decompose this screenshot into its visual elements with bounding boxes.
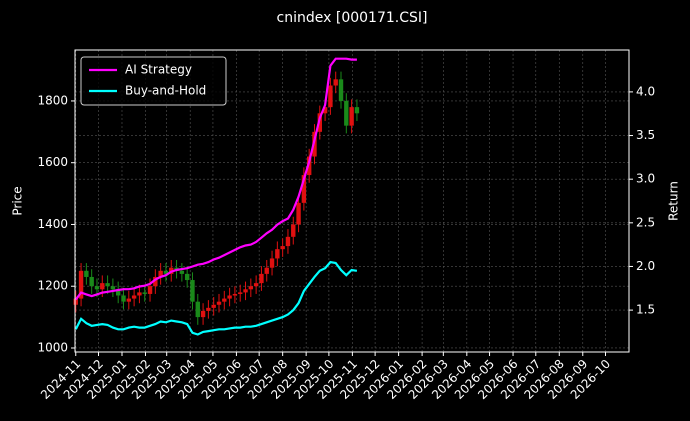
- candle-body: [115, 289, 121, 296]
- return-line: [74, 57, 357, 301]
- candle-body: [306, 156, 312, 176]
- y2-tick-label: 2.0: [636, 259, 655, 273]
- candle-body: [301, 175, 307, 203]
- y2-tick-label: 1.5: [636, 303, 655, 317]
- candle-body: [280, 246, 285, 250]
- candle-body: [105, 283, 110, 287]
- candle-body: [296, 202, 301, 225]
- candle-body: [211, 304, 216, 308]
- plot-frame: [74, 49, 630, 353]
- candle-body: [84, 270, 89, 277]
- candle-body: [100, 283, 105, 290]
- candle-body: [73, 298, 78, 305]
- candle-body: [163, 270, 169, 274]
- candle-body: [238, 292, 243, 294]
- candle-body: [248, 286, 254, 290]
- candle-body: [349, 107, 354, 126]
- candle-body: [275, 249, 280, 259]
- candle-body: [142, 292, 147, 294]
- candle-body: [243, 289, 248, 293]
- legend-label: Buy-and-Hold: [125, 84, 206, 98]
- candle-body: [195, 301, 200, 318]
- y-tick-label: 1400: [37, 217, 68, 231]
- chart-title: cnindex [000171.CSI]: [277, 10, 428, 26]
- candle-body: [285, 236, 291, 247]
- candle-body: [354, 107, 360, 114]
- candle-body: [184, 273, 190, 281]
- y-tick-label: 1600: [37, 155, 68, 169]
- candle-body: [291, 224, 296, 237]
- candle-body: [264, 267, 269, 274]
- candle-body: [222, 298, 227, 302]
- candle-body: [253, 283, 259, 287]
- candle-body: [190, 280, 195, 302]
- candle-body: [333, 79, 338, 86]
- candle-body: [158, 270, 163, 277]
- y-tick-label: 1800: [37, 93, 68, 107]
- candle-body: [126, 298, 132, 302]
- candle-body: [259, 273, 264, 284]
- y2-tick-label: 2.5: [636, 215, 655, 229]
- candle-body: [110, 286, 116, 290]
- candle-body: [131, 295, 137, 299]
- y-axis-label: Price: [11, 186, 25, 215]
- candle-body: [338, 79, 344, 101]
- candle-body: [200, 310, 206, 318]
- candle-body: [328, 85, 333, 108]
- candle-body: [153, 276, 158, 287]
- candle-body: [179, 270, 185, 274]
- candle-body: [89, 276, 94, 287]
- candle-body: [121, 295, 126, 302]
- candle-body: [147, 286, 153, 294]
- return-line: [74, 260, 358, 336]
- candle-body: [216, 301, 222, 305]
- candle-body: [227, 295, 232, 299]
- candle-body: [137, 292, 142, 296]
- y-tick-label: 1000: [37, 340, 68, 354]
- candle-body: [94, 286, 100, 290]
- candle-body: [322, 107, 328, 114]
- y2-tick-label: 4.0: [636, 84, 655, 98]
- y-tick-label: 1200: [37, 279, 68, 293]
- y2-tick-label: 3.5: [636, 128, 655, 142]
- legend-label: AI Strategy: [125, 63, 192, 77]
- candle-body: [232, 293, 238, 296]
- candle-body: [344, 100, 349, 126]
- candle-body: [206, 307, 211, 311]
- y2-tick-label: 3.0: [636, 172, 655, 186]
- legend-box: [80, 56, 227, 106]
- candle-body: [78, 270, 84, 299]
- y2-axis-label: Return: [667, 181, 681, 221]
- candle-body: [269, 258, 275, 268]
